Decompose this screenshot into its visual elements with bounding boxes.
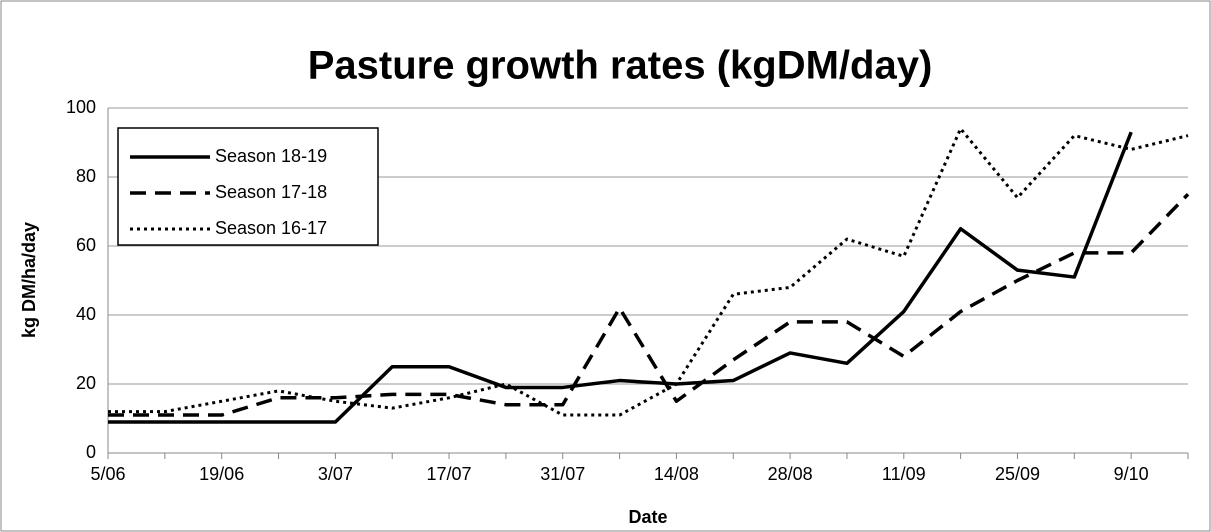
y-tick-label: 0 <box>86 442 96 462</box>
legend-label: Season 17-18 <box>215 182 327 202</box>
x-axis-label: Date <box>628 507 667 527</box>
series-line <box>108 131 1133 424</box>
x-tick-label: 17/07 <box>427 464 472 484</box>
x-tick-label: 19/06 <box>199 464 244 484</box>
x-tick-label: 11/09 <box>882 464 926 484</box>
y-tick-label: 20 <box>76 373 96 393</box>
chart-title: Pasture growth rates (kgDM/day) <box>308 44 933 88</box>
y-tick-label: 100 <box>66 97 96 117</box>
x-tick-label: 5/06 <box>90 464 125 484</box>
x-tick-label: 31/07 <box>540 464 585 484</box>
legend-box <box>117 127 379 246</box>
y-tick-label: 60 <box>76 235 96 255</box>
series-line <box>108 127 1189 417</box>
y-tick-label: 40 <box>76 304 96 324</box>
x-tick-label: 9/10 <box>1114 464 1149 484</box>
legend-label: Season 16-17 <box>215 218 327 238</box>
x-tick-label: 25/09 <box>995 464 1040 484</box>
x-tick-label: 14/08 <box>654 464 699 484</box>
y-axis-label: kg DM/ha/day <box>19 222 39 338</box>
x-tick-label: 28/08 <box>768 464 813 484</box>
legend-label: Season 18-19 <box>215 146 327 166</box>
y-tick-label: 80 <box>76 166 96 186</box>
series-line <box>108 193 1190 417</box>
x-tick-label: 3/07 <box>318 464 353 484</box>
